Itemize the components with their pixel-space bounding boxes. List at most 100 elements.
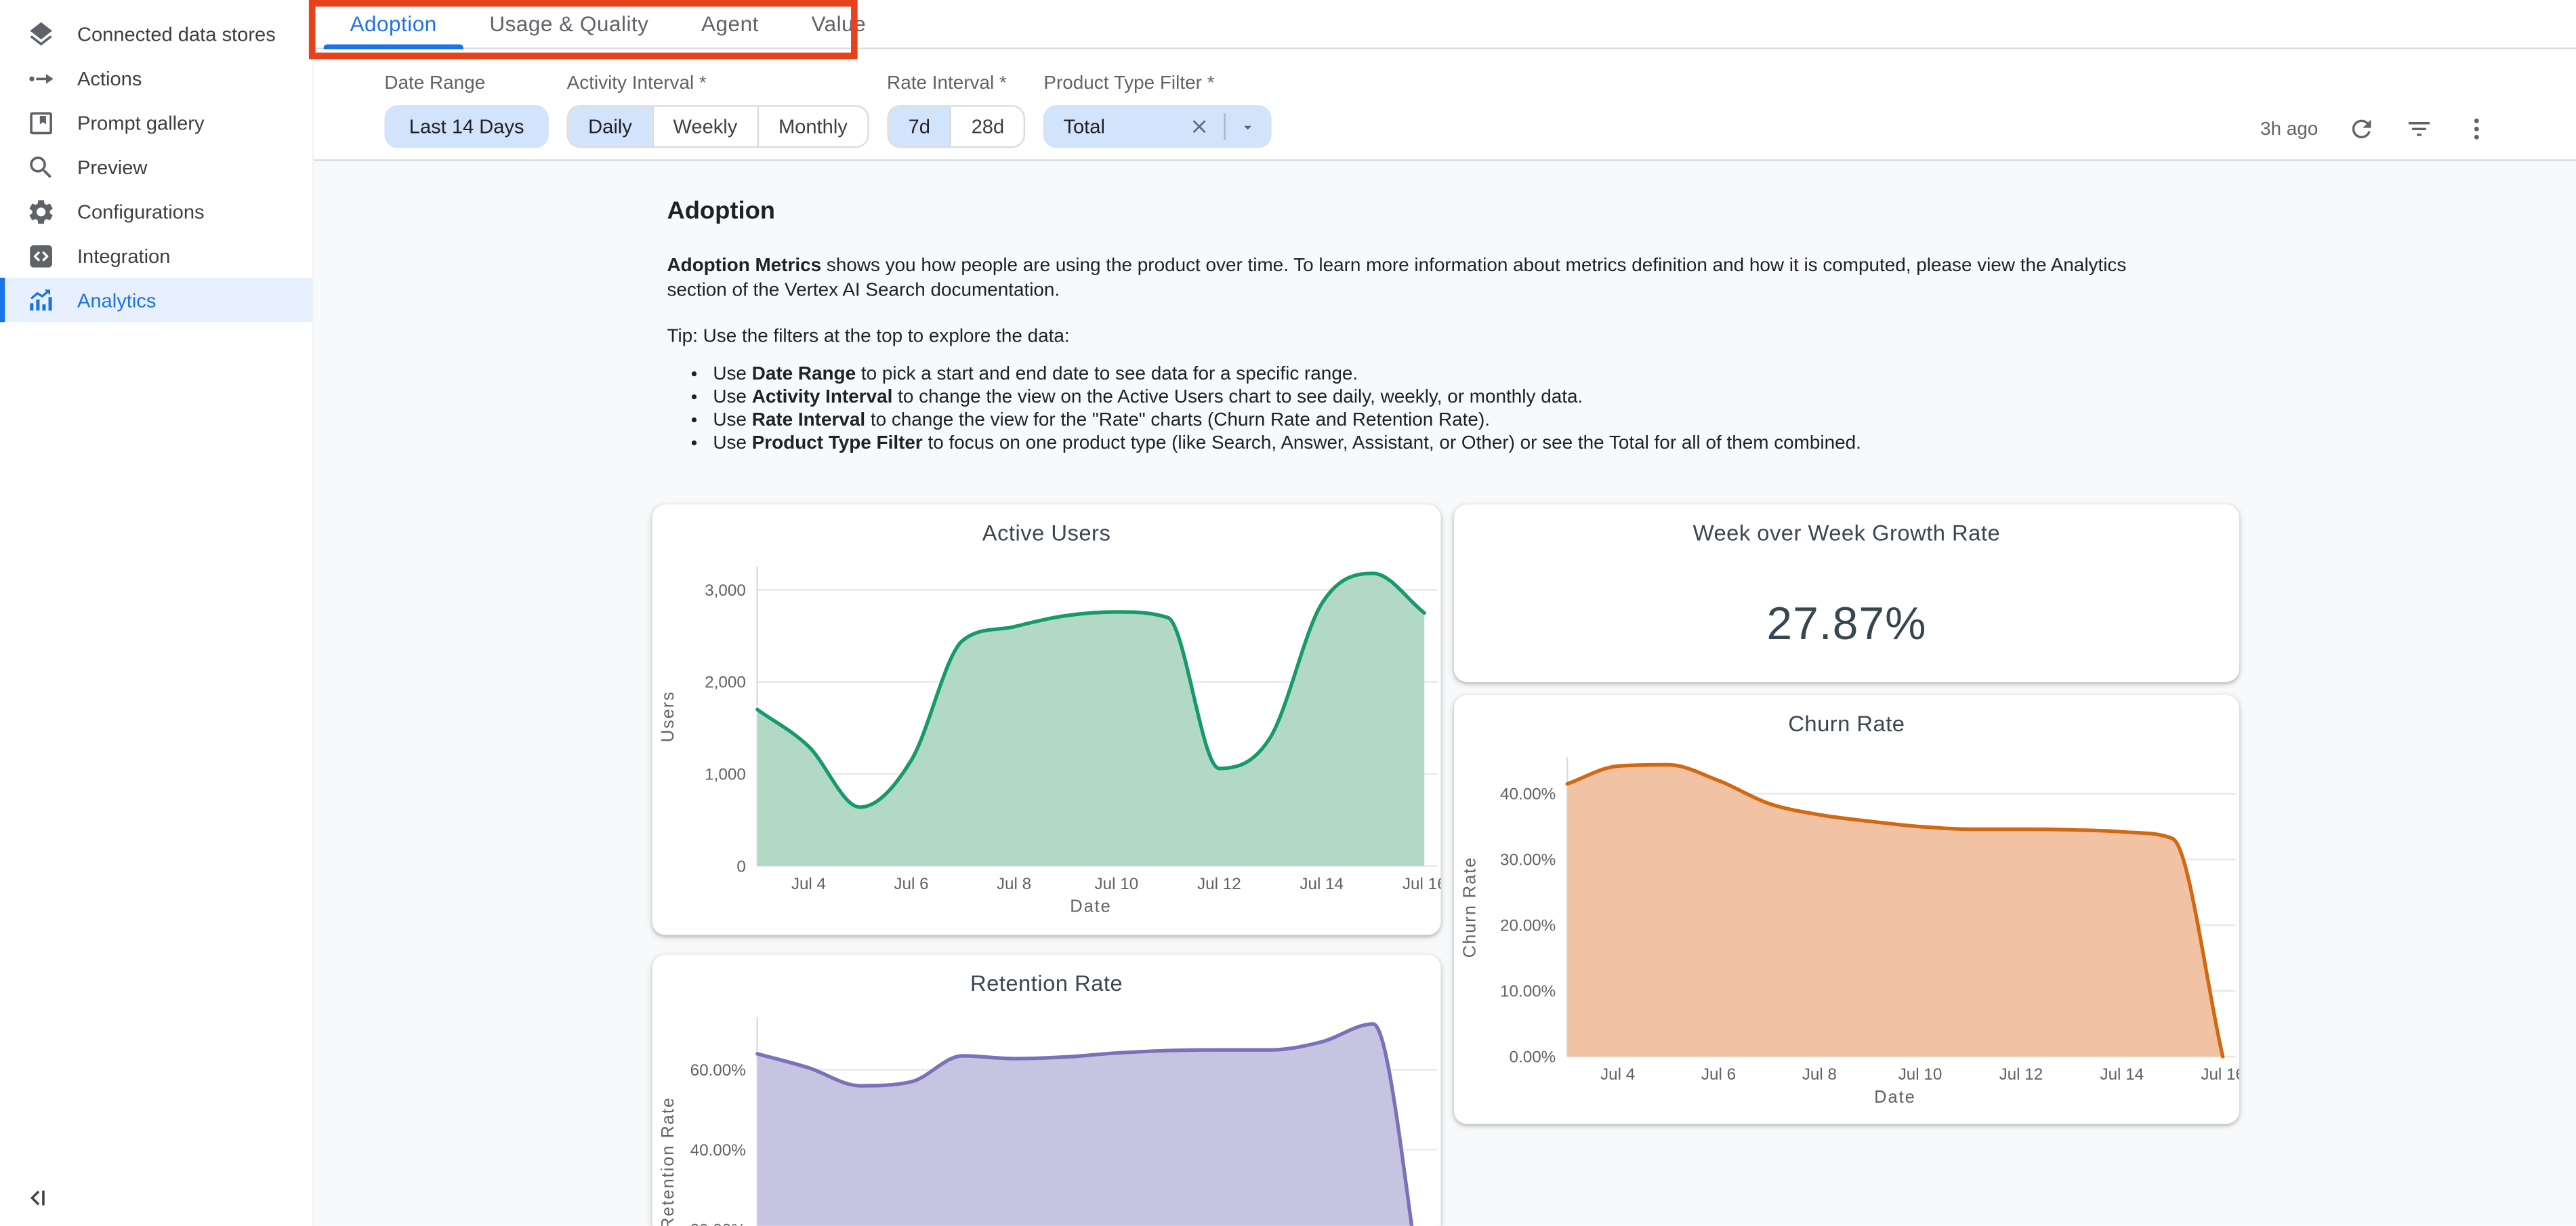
chip-divider: [1224, 113, 1226, 140]
rate-interval-option-28d[interactable]: 28d: [950, 107, 1024, 146]
more-options-button[interactable]: [2463, 115, 2491, 143]
svg-text:Jul 12: Jul 12: [1999, 1066, 2043, 1084]
activity-interval-option-daily[interactable]: Daily: [568, 107, 652, 146]
svg-text:3,000: 3,000: [705, 582, 746, 600]
integration-icon: [26, 241, 56, 270]
date-range-button[interactable]: Last 14 Days: [384, 105, 549, 148]
svg-text:Jul 4: Jul 4: [791, 876, 826, 894]
rate-interval-option-7d[interactable]: 7d: [888, 107, 950, 146]
sidebar-nav: Connected data stores Actions Prompt galle…: [0, 0, 312, 322]
date-range-value: Last 14 Days: [409, 115, 524, 138]
svg-text:0.00%: 0.00%: [1510, 1049, 1556, 1067]
filter-group-product-type: Product Type Filter * Total: [1043, 74, 1272, 148]
rate-interval-label: Rate Interval *: [887, 74, 1026, 94]
chart-title: Active Users: [652, 522, 1441, 546]
tab-value[interactable]: Value: [785, 0, 892, 47]
collapse-sidebar-button[interactable]: [23, 1183, 53, 1213]
content-area: Adoption Adoption Metrics shows you how …: [314, 161, 2576, 1226]
sidebar: Connected data stores Actions Prompt galle…: [0, 0, 314, 1226]
svg-text:Jul 10: Jul 10: [1095, 876, 1139, 894]
sidebar-item-label: Prompt gallery: [77, 111, 205, 134]
svg-text:20.00%: 20.00%: [1500, 918, 1556, 936]
clear-filter-button[interactable]: [1188, 115, 1211, 138]
main-area: AdoptionUsage & QualityAgentValue Date R…: [314, 0, 2576, 1226]
collapse-left-icon: [23, 1191, 53, 1219]
sidebar-item-integration[interactable]: Integration: [0, 233, 312, 277]
tab-usage-quality[interactable]: Usage & Quality: [463, 0, 676, 47]
sidebar-item-label: Preview: [77, 155, 148, 178]
tip-item: Use Rate Interval to change the view for…: [713, 409, 2576, 432]
svg-text:Jul 14: Jul 14: [2100, 1066, 2144, 1084]
sidebar-item-analytics[interactable]: Analytics: [0, 278, 312, 322]
svg-text:2,000: 2,000: [705, 674, 746, 693]
product-type-filter-select[interactable]: Total: [1043, 105, 1272, 148]
svg-text:10.00%: 10.00%: [1500, 983, 1556, 1002]
stat-value: 27.87%: [1454, 599, 2239, 652]
sidebar-item-label: Connected data stores: [77, 22, 276, 45]
sidebar-item-label: Actions: [77, 66, 142, 89]
active-users-plot: 0 1,000 2,000 3,000 Jul 4 Jul 6 Jul 8 Jul 10 Jul…: [652, 505, 1441, 935]
filter-list-button[interactable]: [2405, 115, 2433, 143]
stat-title: Week over Week Growth Rate: [1454, 522, 2239, 546]
tab-bar: AdoptionUsage & QualityAgentValue: [314, 0, 2576, 49]
sidebar-item-prompt-gallery[interactable]: Prompt gallery: [0, 100, 312, 144]
svg-text:40.00%: 40.00%: [1500, 786, 1556, 804]
svg-text:40.00%: 40.00%: [690, 1142, 746, 1160]
wow-growth-card: Week over Week Growth Rate 27.87%: [1454, 505, 2239, 682]
tab-adoption[interactable]: Adoption: [324, 0, 463, 47]
churn-rate-card: Churn Rate 0.00%10.00%20.00%30.00%40.00%…: [1454, 696, 2239, 1125]
filter-group-rate-interval: Rate Interval * 7d28d: [887, 74, 1026, 148]
product-type-filter-label: Product Type Filter *: [1043, 74, 1272, 94]
chevron-down-icon[interactable]: [1239, 117, 1258, 136]
svg-text:Jul 16: Jul 16: [1403, 876, 1441, 894]
tip-item: Use Activity Interval to change the view…: [713, 386, 2576, 409]
filter-bar: Date Range Last 14 Days Activity Interva…: [314, 49, 2576, 161]
date-range-label: Date Range: [384, 74, 549, 94]
svg-text:Date: Date: [1874, 1088, 1916, 1107]
sidebar-item-connected-data-stores[interactable]: Connected data stores: [0, 12, 312, 56]
sidebar-item-label: Integration: [77, 244, 171, 267]
activity-interval-segmented-control: DailyWeeklyMonthly: [567, 105, 869, 148]
svg-text:Jul 12: Jul 12: [1197, 876, 1241, 894]
svg-text:Jul 14: Jul 14: [1300, 876, 1344, 894]
active-users-chart: 0 1,000 2,000 3,000 Jul 4 Jul 6 Jul 8 Jul 10 Jul…: [652, 505, 1441, 935]
chart-title: Retention Rate: [652, 972, 1441, 996]
tab-agent[interactable]: Agent: [675, 0, 785, 47]
svg-text:Jul 10: Jul 10: [1898, 1066, 1943, 1084]
charts-grid: Active Users 0 1,000 2,000 3,000 Jul 4 Jul 6 J…: [652, 505, 2576, 1225]
activity-interval-option-monthly[interactable]: Monthly: [757, 107, 867, 146]
svg-text:Jul 6: Jul 6: [894, 876, 928, 894]
configurations-icon: [26, 197, 56, 226]
tips-list: Use Date Range to pick a start and end d…: [667, 363, 2576, 456]
activity-interval-label: Activity Interval *: [567, 74, 869, 94]
svg-text:Jul 8: Jul 8: [997, 876, 1031, 894]
activity-interval-option-weekly[interactable]: Weekly: [652, 107, 757, 146]
svg-text:20.00%: 20.00%: [690, 1222, 746, 1226]
svg-text:0: 0: [736, 858, 745, 876]
sidebar-item-preview[interactable]: Preview: [0, 144, 312, 188]
product-type-filter-value: Total: [1063, 115, 1188, 138]
filter-group-date-range: Date Range Last 14 Days: [384, 74, 549, 148]
intro-paragraph: Adoption Metrics shows you how people ar…: [667, 255, 2162, 304]
svg-text:Jul 8: Jul 8: [1802, 1066, 1837, 1084]
sidebar-item-configurations[interactable]: Configurations: [0, 189, 312, 233]
data-stores-icon: [26, 19, 56, 49]
filter-group-activity-interval: Activity Interval * DailyWeeklyMonthly: [567, 74, 869, 148]
svg-text:30.00%: 30.00%: [1500, 852, 1556, 870]
sidebar-item-actions[interactable]: Actions: [0, 56, 312, 100]
tip-item: Use Product Type Filter to focus on one …: [713, 432, 2576, 455]
svg-text:60.00%: 60.00%: [690, 1062, 746, 1080]
tip-text: Tip: Use the filters at the top to explo…: [667, 327, 2576, 346]
active-users-card: Active Users 0 1,000 2,000 3,000 Jul 4 Jul 6 J…: [652, 505, 1441, 935]
sidebar-item-label: Analytics: [77, 289, 156, 312]
churn-rate-chart: 0.00%10.00%20.00%30.00%40.00%Jul 4Jul 6J…: [1454, 696, 2239, 1125]
svg-text:Retention Rate: Retention Rate: [659, 1097, 678, 1226]
svg-text:Users: Users: [659, 691, 678, 743]
refresh-area: 3h ago: [2260, 115, 2491, 143]
refresh-button[interactable]: [2348, 115, 2375, 143]
actions-icon: [26, 63, 56, 93]
svg-text:1,000: 1,000: [705, 767, 746, 785]
prompt-gallery-icon: [26, 108, 56, 138]
chart-title: Churn Rate: [1454, 712, 2239, 737]
analytics-icon: [26, 285, 56, 315]
